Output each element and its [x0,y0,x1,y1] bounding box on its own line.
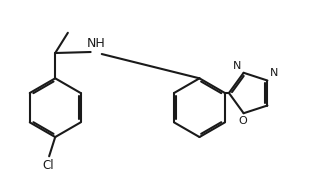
Text: Cl: Cl [42,159,54,172]
Text: N: N [233,61,242,71]
Text: N: N [269,68,278,78]
Text: NH: NH [86,37,105,50]
Text: O: O [238,116,247,126]
